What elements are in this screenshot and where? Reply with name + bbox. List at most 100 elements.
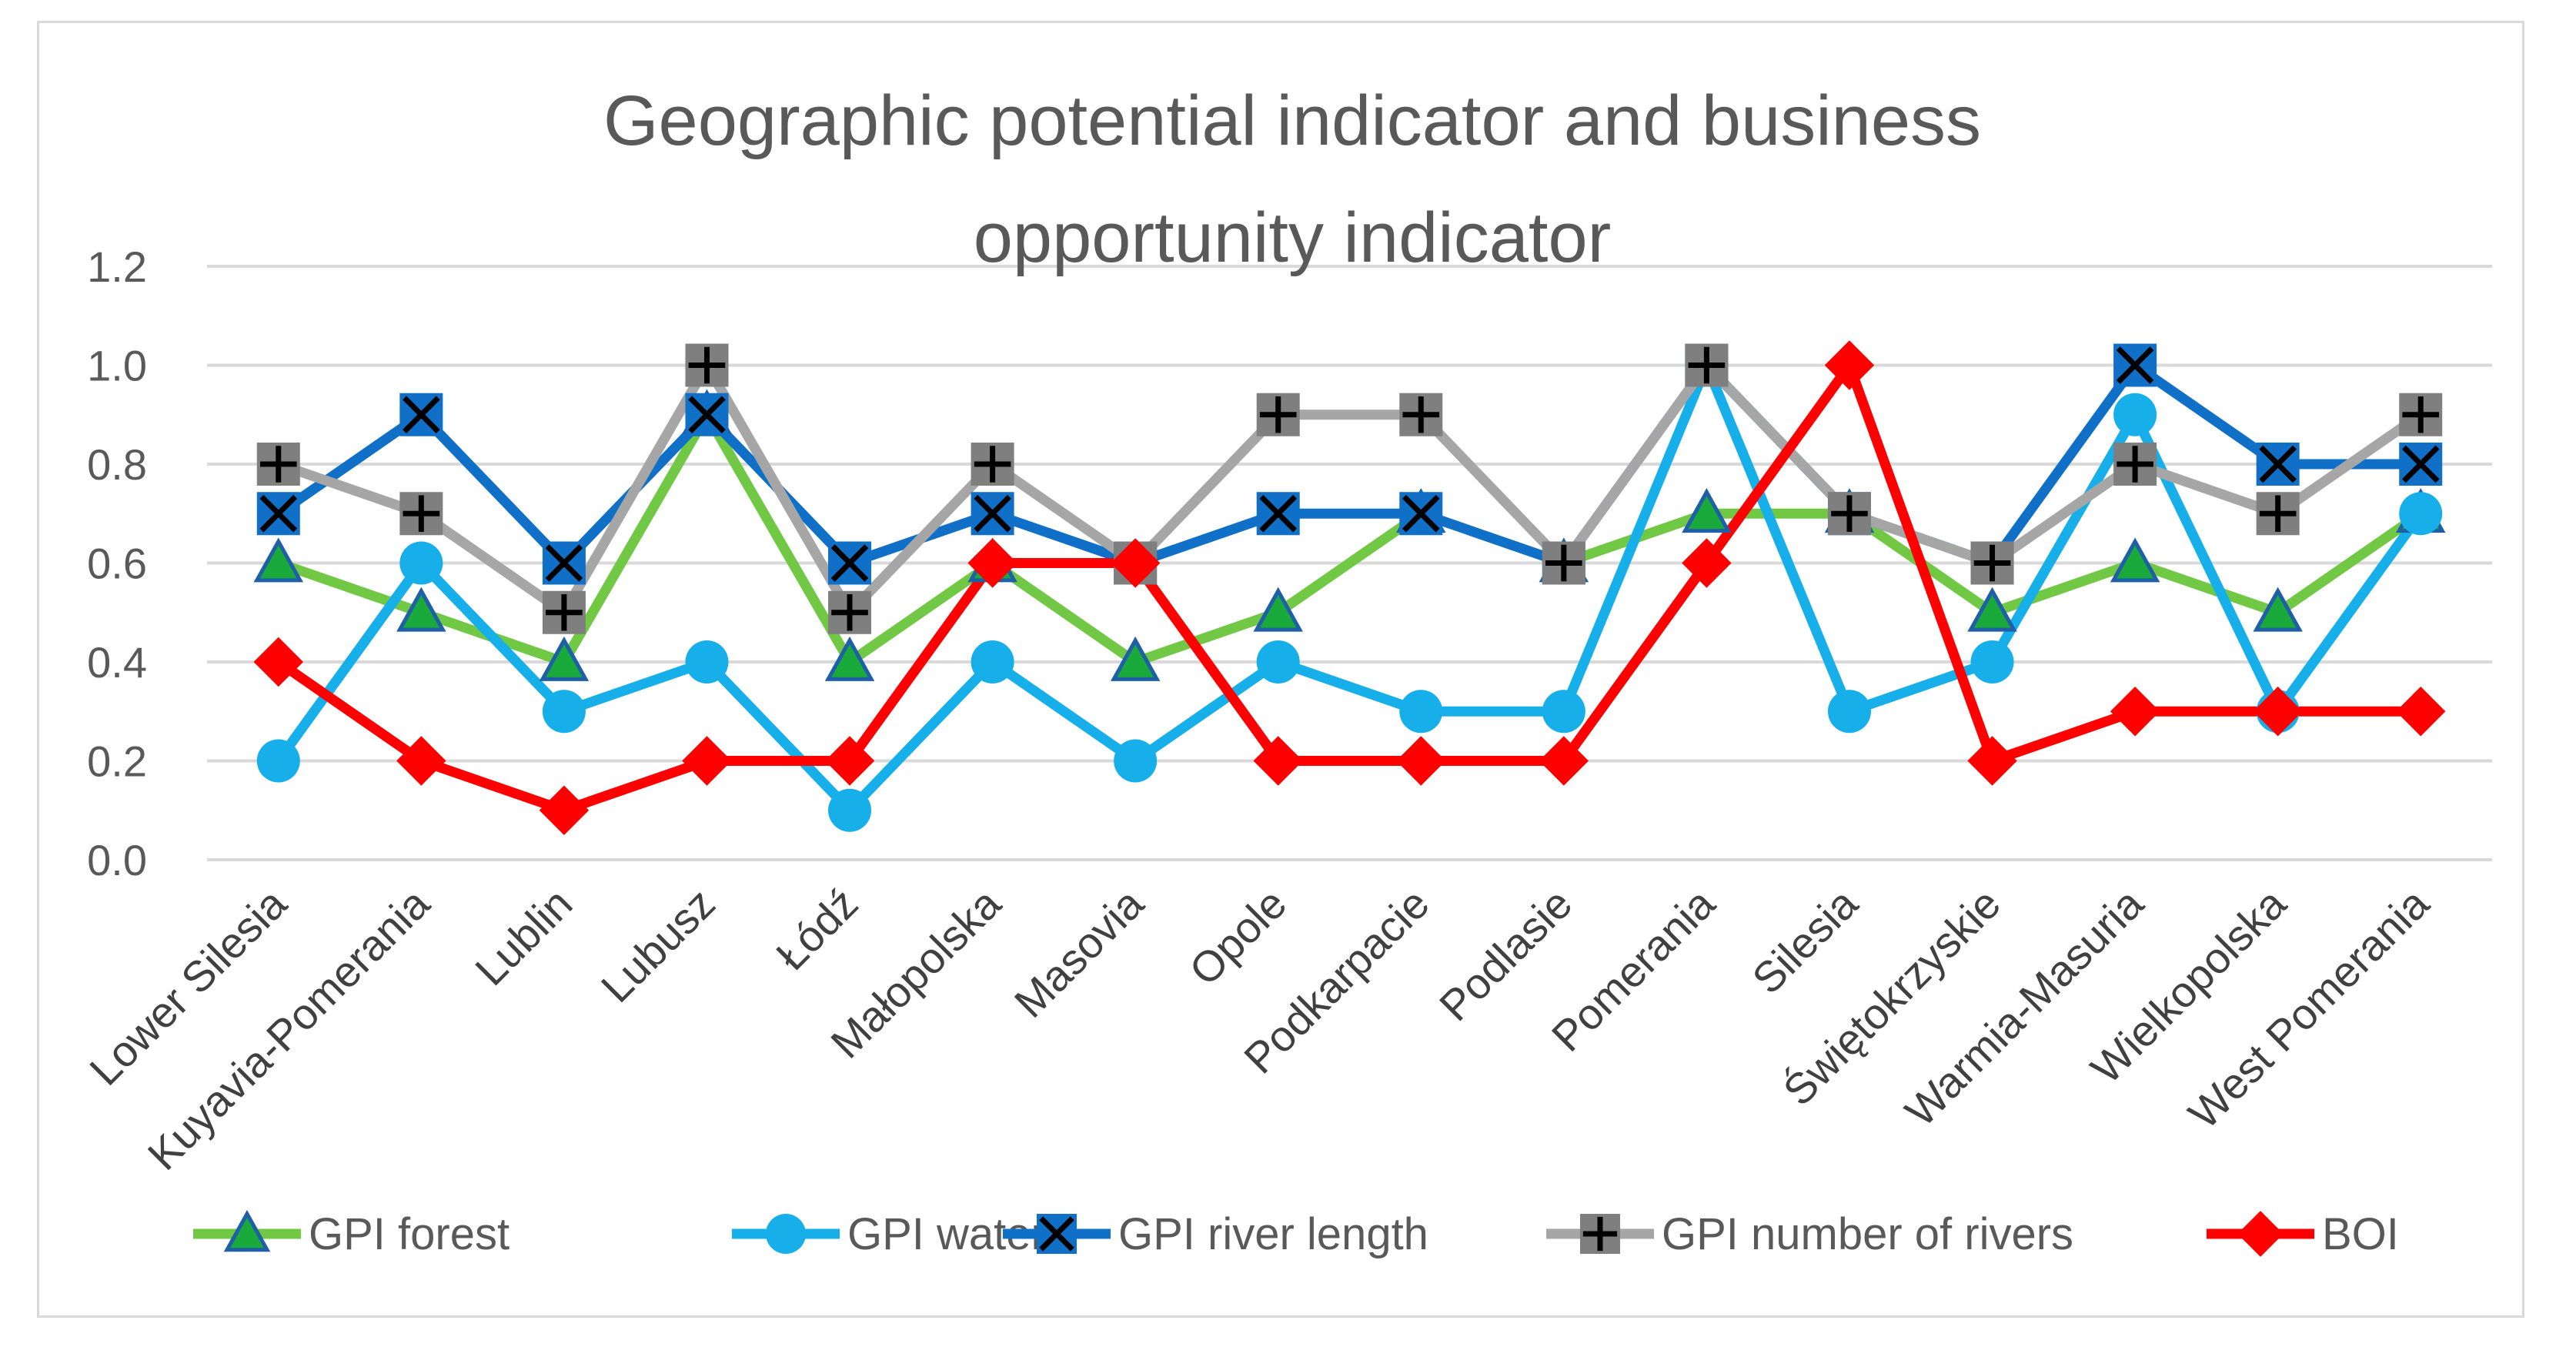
data-point-gpi-water xyxy=(256,739,300,783)
data-point-boi xyxy=(539,785,590,835)
data-point-gpi-water xyxy=(2399,492,2443,536)
legend-marker xyxy=(2237,1211,2284,1257)
x-tick-label: Kuyavia-Pomerania xyxy=(139,878,439,1179)
data-point-gpi-forest xyxy=(2253,587,2303,632)
data-point-gpi-water xyxy=(399,541,443,585)
y-tick-label: 1.2 xyxy=(87,242,147,291)
data-point-boi xyxy=(1824,340,1875,390)
data-point-gpi-forest xyxy=(1967,587,2017,632)
legend-label: GPI river length xyxy=(1118,1209,1428,1259)
data-point-gpi-number-of-rivers xyxy=(399,492,443,536)
x-tick-label: Warmia-Masuria xyxy=(1896,878,2153,1135)
data-point-boi xyxy=(396,736,446,786)
x-tick-label: Łódź xyxy=(767,879,867,979)
data-point-gpi-number-of-rivers xyxy=(1685,343,1729,387)
data-point-gpi-forest xyxy=(2110,537,2160,583)
legend-label: GPI forest xyxy=(309,1209,510,1259)
data-point-gpi-river-length xyxy=(971,492,1014,536)
data-point-gpi-number-of-rivers xyxy=(256,443,300,486)
legend-marker xyxy=(1037,1214,1077,1254)
data-point-boi xyxy=(253,637,303,687)
data-point-gpi-number-of-rivers xyxy=(1970,541,2014,585)
data-point-gpi-river-length xyxy=(1399,492,1443,536)
data-point-gpi-river-length xyxy=(685,393,729,436)
chart-title-line-2: opportunity indicator xyxy=(974,199,1612,277)
data-point-gpi-number-of-rivers xyxy=(1399,393,1443,436)
data-point-boi xyxy=(1253,736,1303,786)
data-point-boi xyxy=(1682,538,1732,588)
x-tick-label: West Pomerania xyxy=(2179,878,2438,1138)
data-point-gpi-number-of-rivers xyxy=(685,343,729,387)
data-point-gpi-number-of-rivers xyxy=(1827,492,1871,536)
x-tick-label: Opole xyxy=(1180,879,1295,994)
legend-item-gpi-water: GPI water xyxy=(732,1209,1046,1259)
data-point-gpi-forest xyxy=(824,636,875,681)
data-point-gpi-river-length xyxy=(2399,443,2443,486)
data-point-boi xyxy=(682,736,732,786)
legend-marker xyxy=(223,1209,271,1252)
data-point-gpi-number-of-rivers xyxy=(1256,393,1300,436)
data-point-gpi-river-length xyxy=(1256,492,1300,536)
data-point-gpi-water xyxy=(1827,690,1871,734)
data-point-boi xyxy=(824,736,875,786)
data-point-gpi-water xyxy=(685,640,729,684)
y-tick-label: 0.6 xyxy=(87,540,147,588)
legend-marker xyxy=(766,1214,806,1254)
legend-label: BOI xyxy=(2322,1209,2399,1259)
data-point-boi xyxy=(1110,538,1161,588)
legend-item-gpi-forest: GPI forest xyxy=(193,1209,510,1259)
data-point-gpi-water xyxy=(971,640,1014,684)
line-chart: 0.00.20.40.60.81.01.2 Lower SilesiaKuyav… xyxy=(80,82,2492,1259)
data-point-boi xyxy=(1967,736,2017,786)
data-point-gpi-river-length xyxy=(828,541,872,585)
x-tick-label: Masovia xyxy=(1005,878,1154,1027)
data-point-gpi-number-of-rivers xyxy=(828,590,872,634)
legend: GPI forest GPI water GPI river length GPI n… xyxy=(193,1209,2399,1259)
data-point-gpi-forest xyxy=(1110,636,1161,681)
series-line-boi xyxy=(276,360,2421,816)
legend-item-gpi-river-length: GPI river length xyxy=(1003,1209,1428,1259)
data-point-boi xyxy=(1396,736,1446,786)
data-point-gpi-number-of-rivers xyxy=(2113,443,2157,486)
chart-frame: 0.0 0.2 0.4 0.6 0.8 1.0 1.2 Lower Silesia Kuyav… xyxy=(37,21,2524,1318)
x-tick-label: Silesia xyxy=(1742,878,1867,1003)
data-point-gpi-forest xyxy=(539,636,590,681)
data-point-gpi-water xyxy=(1542,690,1585,734)
legend-item-gpi-number-of-rivers: GPI number of rivers xyxy=(1546,1209,2073,1259)
data-point-gpi-water xyxy=(1114,739,1158,783)
data-point-gpi-number-of-rivers xyxy=(542,590,586,634)
y-tick-label: 0.0 xyxy=(87,836,147,884)
data-point-gpi-water xyxy=(2113,393,2157,436)
data-point-gpi-number-of-rivers xyxy=(2399,393,2443,436)
data-point-gpi-river-length xyxy=(542,541,586,585)
y-tick-label: 0.4 xyxy=(87,638,147,687)
data-point-gpi-number-of-rivers xyxy=(1542,541,1585,585)
data-point-gpi-forest xyxy=(396,587,446,632)
data-point-gpi-forest xyxy=(253,537,304,583)
data-point-boi xyxy=(2110,687,2160,737)
data-point-gpi-river-length xyxy=(2113,343,2157,387)
data-point-gpi-water xyxy=(1256,640,1300,684)
x-tick-label: Podlasie xyxy=(1430,879,1581,1030)
data-point-gpi-river-length xyxy=(256,492,300,536)
series-line-gpi-number-of-rivers xyxy=(276,360,2424,618)
data-point-gpi-water xyxy=(1970,640,2014,684)
legend-label: GPI number of rivers xyxy=(1662,1209,2073,1259)
data-point-gpi-water xyxy=(1399,690,1443,734)
data-point-boi xyxy=(2396,687,2446,737)
data-point-gpi-water xyxy=(542,690,586,734)
y-tick-label: 0.8 xyxy=(87,440,147,489)
legend-item-boi: BOI xyxy=(2207,1209,2399,1259)
x-tick-label: Lublin xyxy=(466,879,581,994)
data-point-gpi-number-of-rivers xyxy=(2256,492,2300,536)
data-point-gpi-number-of-rivers xyxy=(971,443,1014,486)
chart-title-line-1: Geographic potential indicator and busin… xyxy=(603,82,1981,160)
data-point-gpi-forest xyxy=(1253,587,1303,632)
data-point-gpi-river-length xyxy=(2256,443,2300,486)
y-tick-label: 0.2 xyxy=(87,737,147,786)
data-point-boi xyxy=(2253,687,2303,737)
data-point-boi xyxy=(1539,736,1589,786)
data-point-gpi-water xyxy=(828,788,872,832)
data-point-gpi-river-length xyxy=(399,393,443,436)
series-line-gpi-water xyxy=(274,360,2425,816)
